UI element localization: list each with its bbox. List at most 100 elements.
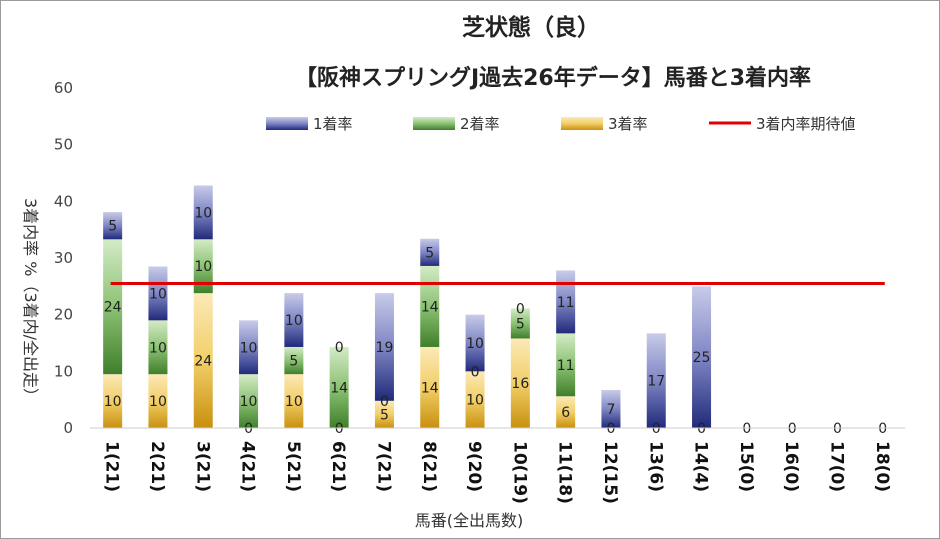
bar-2着率-11(18)	[556, 333, 576, 397]
x-tick-12(15): 12(15)	[600, 441, 620, 504]
x-tick-9(20): 9(20)	[464, 441, 484, 492]
legend-swatch-3	[561, 117, 603, 130]
y-tick-label: 40	[54, 192, 73, 210]
x-tick-1(21): 1(21)	[102, 441, 122, 492]
bar-2着率-1(21)	[103, 239, 123, 375]
bar-label-2着率-3(21): 10	[194, 259, 212, 275]
bar-label-1着率-9(20): 10	[466, 336, 484, 352]
legend-label-expected: 3着内率期待値	[756, 115, 856, 133]
bar-3着率-5(21)	[284, 374, 304, 428]
bar-2着率-10(19)	[510, 308, 530, 339]
bar-label-2着率-5(21): 5	[289, 354, 298, 370]
bar-label-2着率-11(18): 11	[557, 358, 575, 374]
bar-1着率-11(18)	[556, 270, 576, 334]
bar-3着率-9(20)	[465, 371, 485, 428]
bar-1着率-9(20)	[465, 314, 485, 372]
bar-label-1着率-1(21): 5	[108, 219, 117, 235]
bar-label-1着率-10(19): 0	[516, 301, 525, 317]
y-tick-label: 20	[54, 306, 73, 324]
bar-label-2着率-2(21): 10	[149, 340, 167, 356]
bar-label-1着率-11(18): 11	[557, 295, 575, 311]
bar-1着率-3(21)	[193, 185, 213, 240]
bar-3着率-1(21)	[103, 374, 123, 428]
bar-1着率-7(21)	[374, 293, 394, 401]
y-axis-ticks: 0 10 20 30 40 50 60	[54, 79, 73, 437]
bar-label-1着率-12(15): 7	[606, 402, 615, 418]
legend: 1着率 2着率 3着率 3着内率期待値	[266, 115, 856, 133]
bar-label-2着率-8(21): 14	[421, 299, 439, 315]
bar-label-3着率-16(0): 0	[788, 421, 797, 437]
bar-3着率-8(21)	[420, 346, 440, 428]
bar-1着率-14(4)	[692, 286, 712, 428]
chart-title: 芝状態（良）	[462, 14, 600, 41]
bar-label-1着率-8(21): 5	[425, 245, 434, 261]
bar-label-1着率-5(21): 10	[285, 313, 303, 329]
bar-label-1着率-6(21): 0	[335, 340, 344, 356]
bar-label-3着率-5(21): 10	[285, 394, 303, 410]
bar-label-3着率-15(0): 0	[742, 421, 751, 437]
x-tick-14(4): 14(4)	[691, 441, 711, 492]
bar-labels: 1024510101024101001010105100140501914145…	[104, 205, 887, 437]
legend-swatch-2	[413, 117, 455, 130]
legend-label-1: 1着率	[313, 115, 353, 133]
x-tick-7(21): 7(21)	[373, 441, 393, 492]
bar-label-3着率-13(6): 0	[652, 421, 661, 437]
legend-swatch-1	[266, 117, 308, 130]
bar-label-2着率-1(21): 24	[104, 300, 122, 316]
bar-1着率-8(21)	[420, 238, 440, 266]
bar-label-2着率-6(21): 14	[330, 380, 348, 396]
x-tick-10(19): 10(19)	[509, 441, 529, 504]
x-tick-15(0): 15(0)	[736, 441, 756, 492]
bar-label-1着率-7(21): 19	[376, 340, 394, 356]
legend-label-2: 2着率	[460, 115, 500, 133]
bar-label-3着率-11(18): 6	[561, 405, 570, 421]
bar-2着率-5(21)	[284, 346, 304, 375]
bar-label-1着率-14(4): 25	[693, 350, 711, 366]
bars	[103, 185, 712, 428]
bar-label-1着率-13(6): 17	[647, 374, 665, 390]
bar-2着率-8(21)	[420, 265, 440, 347]
bar-label-3着率-1(21): 10	[104, 394, 122, 410]
y-tick-label: 0	[63, 419, 73, 437]
bar-2着率-6(21)	[329, 346, 349, 428]
x-tick-5(21): 5(21)	[283, 441, 303, 492]
bar-2着率-4(21)	[239, 374, 259, 428]
x-tick-2(21): 2(21)	[147, 441, 167, 492]
bar-3着率-11(18)	[556, 396, 576, 428]
bar-label-2着率-10(19): 5	[516, 316, 525, 332]
bar-label-3着率-10(19): 16	[511, 376, 529, 392]
bar-label-3着率-8(21): 14	[421, 380, 439, 396]
bar-3着率-2(21)	[148, 374, 168, 428]
x-axis-label: 馬番(全出馬数)	[415, 511, 524, 530]
bar-label-2着率-7(21): 0	[380, 394, 389, 410]
x-tick-17(0): 17(0)	[826, 441, 846, 492]
bar-2着率-3(21)	[193, 239, 213, 294]
bar-label-2着率-4(21): 10	[240, 394, 258, 410]
bar-label-3着率-7(21): 5	[380, 407, 389, 423]
bar-1着率-13(6)	[646, 333, 666, 428]
bar-label-2着率-9(20): 0	[471, 364, 480, 380]
bar-label-3着率-14(4): 0	[697, 421, 706, 437]
x-tick-16(0): 16(0)	[781, 441, 801, 492]
bar-1着率-5(21)	[284, 293, 304, 347]
legend-label-3: 3着率	[608, 115, 648, 133]
y-axis-label: 3着内率 %（3着内/全出走）	[21, 198, 40, 404]
bar-label-3着率-3(21): 24	[194, 354, 212, 370]
x-tick-8(21): 8(21)	[419, 441, 439, 492]
bar-3着率-7(21)	[374, 400, 394, 428]
chart-subtitle: 【阪神スプリングJ過去26年データ】馬番と3着内率	[295, 65, 811, 91]
bar-1着率-2(21)	[148, 266, 168, 321]
bar-1着率-1(21)	[103, 212, 123, 240]
x-axis-ticks: 1(21) 2(21) 3(21) 4(21) 5(21) 6(21) 7(21) 8(21)…	[102, 441, 892, 504]
y-tick-label: 60	[54, 79, 73, 97]
bar-1着率-12(15)	[601, 390, 621, 428]
bar-label-1着率-3(21): 10	[194, 205, 212, 221]
bar-label-3着率-17(0): 0	[833, 421, 842, 437]
x-tick-18(0): 18(0)	[872, 441, 892, 492]
bar-3着率-3(21)	[193, 293, 213, 428]
bar-1着率-4(21)	[239, 320, 259, 375]
y-tick-label: 50	[54, 136, 73, 154]
x-tick-11(18): 11(18)	[555, 441, 575, 504]
